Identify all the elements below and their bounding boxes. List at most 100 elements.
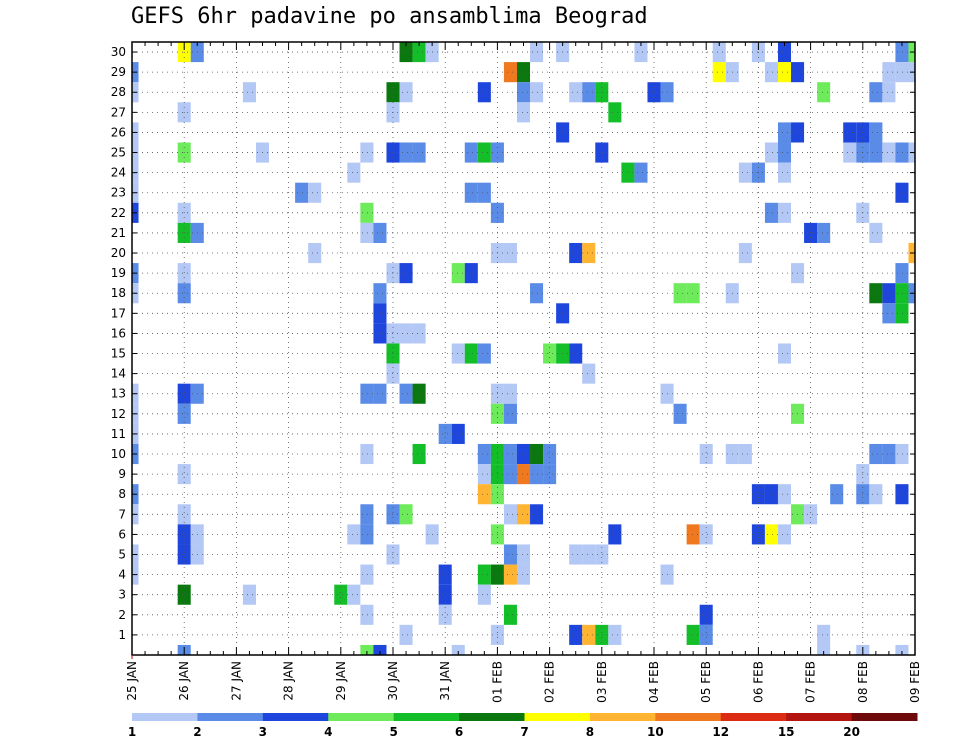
heatmap-cell [438, 604, 452, 625]
y-tick-label: 12 [111, 407, 126, 421]
heatmap-cell [764, 202, 778, 223]
heatmap-cell [360, 222, 374, 243]
heatmap-cell [699, 604, 713, 625]
colorbar-swatch [132, 713, 198, 721]
y-tick-label: 17 [111, 306, 126, 320]
y-tick-label: 8 [118, 487, 126, 501]
heatmap-cell [438, 564, 452, 585]
y-tick-label: 2 [118, 608, 126, 622]
heatmap-cell [503, 62, 517, 83]
y-tick-label: 25 [111, 146, 126, 160]
heatmap-cell [516, 102, 531, 123]
heatmap-cell [373, 323, 387, 344]
x-tick-label: 03 FEB [595, 661, 609, 703]
heatmap-cell [764, 62, 778, 83]
heatmap-cell [777, 142, 792, 163]
heatmap-cell [764, 142, 778, 163]
heatmap-cell [373, 283, 387, 304]
heatmap-cell [360, 443, 374, 465]
heatmap-cell [503, 604, 517, 625]
grid-lines [132, 42, 915, 655]
heatmap-cell [503, 403, 517, 424]
heatmap-cell [582, 82, 596, 103]
heatmap-cell [177, 524, 191, 545]
heatmap-cell [764, 524, 778, 545]
heatmap-cell [895, 182, 909, 203]
heatmap-cell [777, 162, 792, 183]
heatmap-cell [516, 62, 531, 83]
heatmap-cell [569, 82, 583, 103]
heatmap-cell [516, 564, 531, 585]
heatmap-cell [438, 584, 452, 605]
heatmap-cell [777, 42, 792, 63]
heatmap-cell [530, 283, 544, 304]
y-tick-label: 22 [111, 206, 126, 220]
colorbar-swatch [459, 713, 525, 721]
y-tick-label: 3 [118, 588, 126, 602]
heatmap-cell [399, 504, 413, 525]
heatmap-cell [477, 564, 491, 585]
heatmap-cell [895, 142, 909, 163]
y-tick-label: 7 [118, 507, 126, 521]
heatmap-cell [373, 303, 387, 324]
y-tick-label: 6 [118, 527, 126, 541]
heatmap-cell [503, 504, 517, 525]
heatmap-cell [843, 122, 857, 143]
heatmap-cell [360, 383, 374, 404]
heatmap-cell [477, 182, 491, 203]
heatmap-cell [438, 423, 452, 444]
heatmap-cell [503, 443, 517, 465]
heatmap-cell [399, 323, 413, 344]
y-tick-label: 23 [111, 186, 126, 200]
x-tick-label: 09 FEB [908, 661, 922, 703]
colorbar-label: 6 [455, 725, 463, 739]
heatmap-cell [503, 564, 517, 585]
heatmap-cell [530, 464, 544, 485]
heatmap-cell [882, 82, 896, 103]
heatmap-cell [503, 242, 517, 264]
heatmap-cell [751, 484, 765, 505]
heatmap-cell [516, 544, 531, 565]
colorbar-label: 5 [389, 725, 397, 739]
heatmap-cells [132, 42, 915, 655]
x-tick-label: 29 JAN [334, 661, 348, 701]
heatmap-cell [242, 584, 256, 605]
heatmap-cell [373, 383, 387, 404]
heatmap-cell [516, 82, 531, 103]
y-tick-label: 1 [118, 628, 126, 642]
heatmap-cell [738, 242, 752, 264]
heatmap-cell [582, 544, 596, 565]
heatmap-cell [543, 343, 557, 364]
heatmap-cell [503, 383, 517, 404]
heatmap-cell [869, 283, 883, 304]
heatmap-cell [451, 423, 465, 444]
heatmap-cell [530, 42, 544, 63]
heatmap-cell [699, 624, 713, 645]
heatmap-cell [699, 524, 713, 545]
heatmap-cell [895, 303, 909, 324]
colorbar-label: 2 [193, 725, 201, 739]
heatmap-cell [777, 202, 792, 223]
colorbar-label: 12 [712, 725, 729, 739]
heatmap-cell [869, 484, 883, 505]
colorbar-swatch [524, 713, 591, 721]
heatmap-cell [308, 242, 322, 264]
y-tick-label: 9 [118, 467, 126, 481]
heatmap-cell [451, 263, 465, 284]
heatmap-cell [751, 524, 765, 545]
y-tick-label: 27 [111, 105, 126, 119]
colorbar-label: 7 [520, 725, 528, 739]
colorbar-swatch [720, 713, 787, 721]
x-tick-label: 08 FEB [856, 661, 870, 703]
heatmap-cell [177, 263, 191, 284]
heatmap-cell [777, 343, 792, 364]
heatmap-cell [516, 443, 531, 465]
heatmap-cell [412, 42, 426, 63]
x-tick-label: 31 JAN [438, 661, 452, 701]
heatmap-cell [764, 484, 778, 505]
heatmap-cell [830, 484, 844, 505]
heatmap-cell [817, 644, 831, 655]
heatmap-cell [477, 82, 491, 103]
heatmap-cell [399, 142, 413, 163]
